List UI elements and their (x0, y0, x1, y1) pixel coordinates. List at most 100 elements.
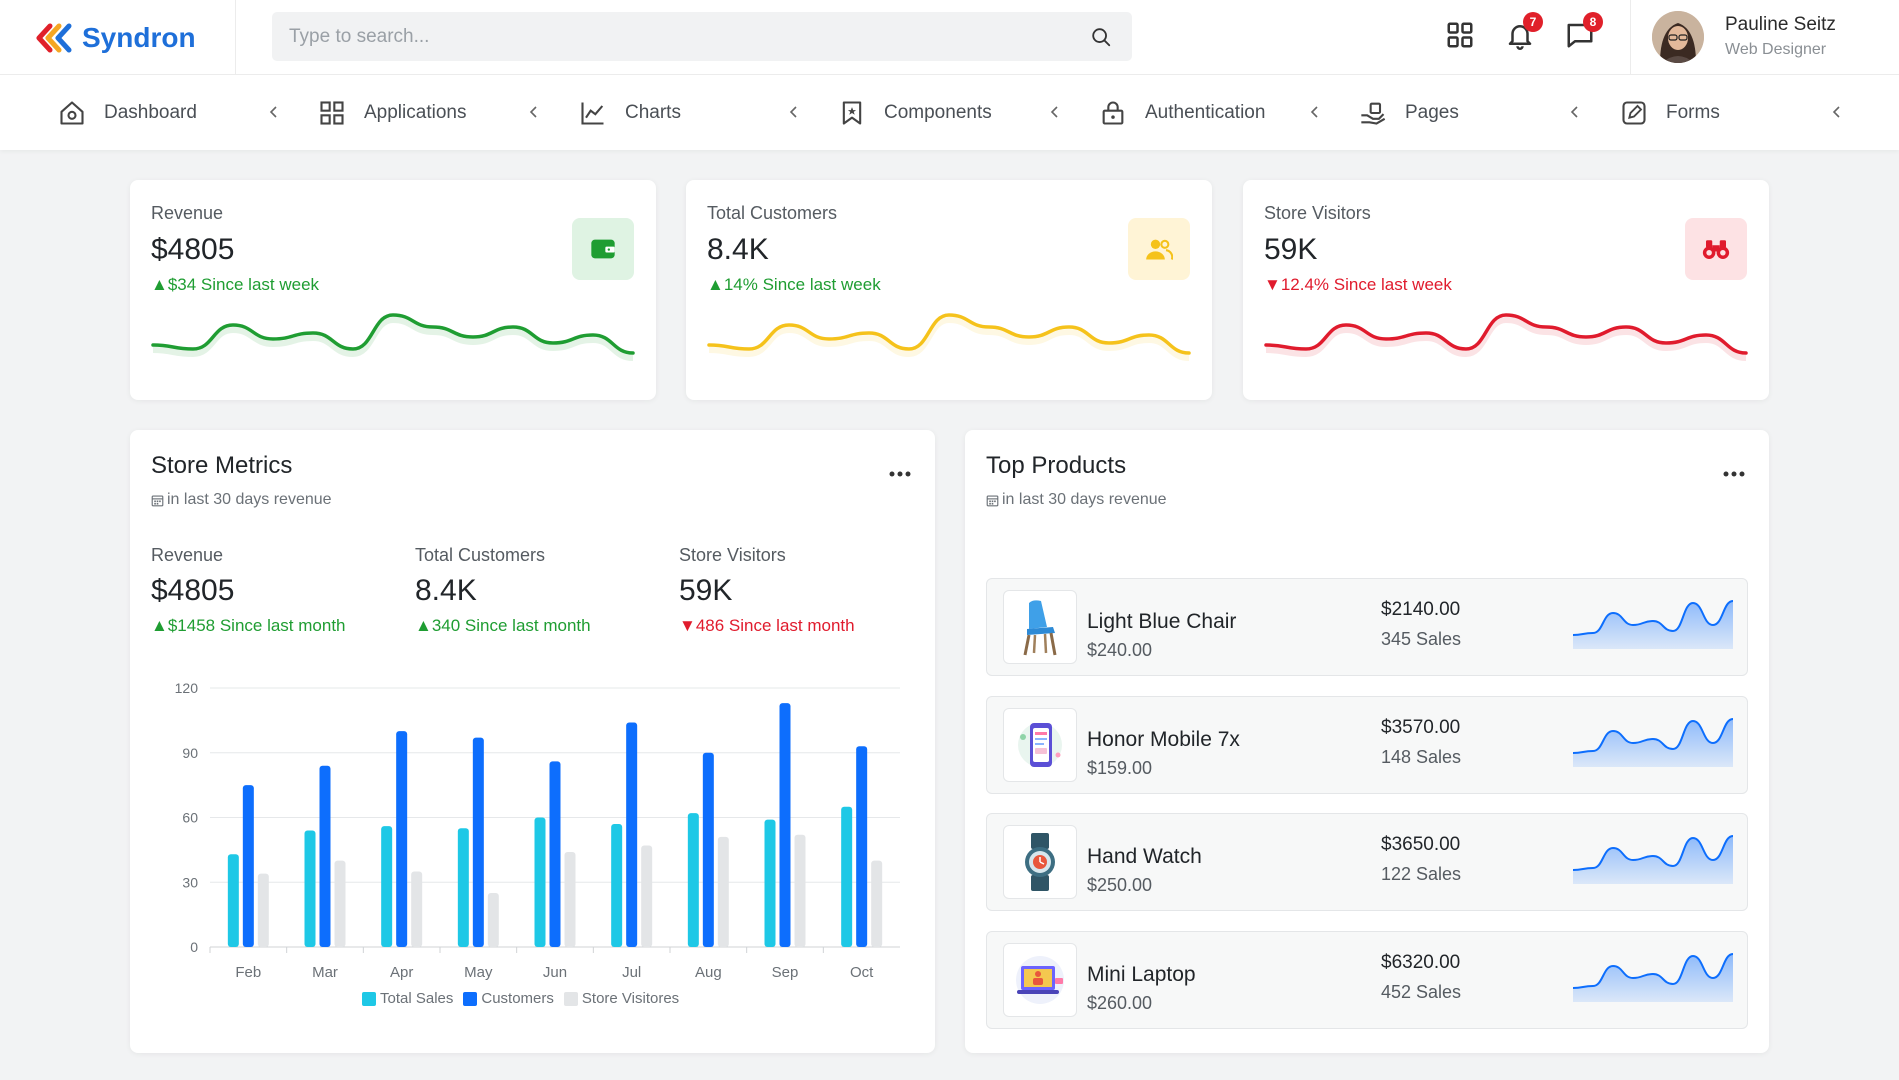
more-options-icon[interactable] (1723, 470, 1745, 478)
home-icon (60, 100, 84, 125)
bar-store-visitores[interactable] (411, 871, 423, 947)
hand-icon (1361, 102, 1386, 125)
more-options-icon[interactable] (889, 470, 911, 478)
bar-total-sales[interactable] (764, 819, 776, 947)
product-row[interactable]: Mini Laptop $260.00 $6320.00 452 Sales (986, 931, 1748, 1029)
bar-total-sales[interactable] (457, 828, 469, 947)
x-tick-label: Apr (390, 964, 413, 981)
user-role: Web Designer (1725, 41, 1827, 58)
nav-item-pages[interactable]: Pages (1359, 75, 1459, 150)
bar-total-sales[interactable] (611, 823, 623, 947)
bell-icon (1508, 25, 1532, 50)
messages-button[interactable]: 8 (1565, 12, 1603, 50)
chart-legend: Total Sales Customers Store Visitores (352, 990, 679, 1007)
chevron-left-icon[interactable] (526, 104, 542, 120)
nav-label: Dashboard (104, 101, 197, 123)
search-bar (272, 12, 1132, 61)
bar-customers[interactable] (242, 785, 254, 947)
bar-customers[interactable] (779, 703, 791, 947)
subtitle-text: in last 30 days revenue (167, 491, 332, 508)
x-tick-label: Jul (622, 964, 641, 981)
notifications-button[interactable]: 7 (1505, 12, 1543, 50)
bar-total-sales[interactable] (841, 806, 853, 947)
product-total: $6320.00 (1381, 952, 1461, 973)
stat-card-customers: Total Customers 8.4K ▲14% Since last wee… (686, 180, 1212, 400)
x-tick-label: Jun (543, 964, 567, 981)
bar-customers[interactable] (549, 761, 561, 947)
sparkline-shadow (1265, 316, 1747, 361)
legend-label[interactable]: Store Visitores (581, 990, 680, 1007)
stat-card-revenue: Revenue $4805 ▲$34 Since last week (130, 180, 656, 400)
chair-icon (1023, 600, 1057, 656)
brand-logo[interactable]: Syndron (36, 18, 196, 58)
top-products-card: Top Products in last 30 days revenue Lig… (965, 430, 1769, 1053)
bar-store-visitores[interactable] (717, 836, 729, 947)
search-input[interactable] (289, 12, 1069, 61)
bar-customers[interactable] (472, 737, 484, 947)
bar-store-visitores[interactable] (564, 852, 576, 947)
bar-total-sales[interactable] (534, 817, 546, 948)
bar-store-visitores[interactable] (487, 893, 499, 947)
nav-item-components[interactable]: Components (838, 75, 992, 150)
search-icon[interactable] (1090, 26, 1112, 48)
chevron-left-icon[interactable] (1307, 104, 1323, 120)
grid-icon (320, 100, 344, 125)
avatar[interactable] (1652, 11, 1704, 63)
product-thumbnail (1003, 825, 1077, 899)
calendar-icon (151, 494, 164, 506)
nav-item-dashboard[interactable]: Dashboard (58, 75, 197, 150)
bar-store-visitores[interactable] (794, 834, 806, 947)
triangle-up-icon: ▲ (151, 275, 168, 294)
nav-label: Authentication (1145, 101, 1266, 123)
product-row[interactable]: Honor Mobile 7x $159.00 $3570.00 148 Sal… (986, 696, 1748, 794)
legend-label[interactable]: Total Sales (380, 990, 454, 1007)
legend-swatch (362, 991, 376, 1006)
bar-total-sales[interactable] (687, 813, 699, 947)
chevron-left-icon[interactable] (1567, 104, 1583, 120)
line-chart-icon (581, 102, 604, 125)
bar-store-visitores[interactable] (257, 873, 269, 947)
user-name[interactable]: Pauline Seitz (1725, 14, 1836, 35)
panel-title: Top Products (986, 452, 1127, 479)
apps-button[interactable] (1445, 20, 1475, 50)
legend-label[interactable]: Customers (481, 990, 554, 1007)
bar-customers[interactable] (856, 746, 868, 947)
apps-grid-icon (1447, 22, 1473, 48)
metric-value: 8.4K (415, 574, 477, 607)
bar-store-visitores[interactable] (871, 860, 883, 947)
triangle-down-icon: ▼ (1264, 275, 1281, 294)
product-name: Honor Mobile 7x (1087, 728, 1240, 751)
chevron-left-icon[interactable] (266, 104, 282, 120)
chevron-left-icon[interactable] (786, 104, 802, 120)
main-nav: Dashboard Applications Charts Components… (0, 75, 1899, 150)
chevron-left-icon[interactable] (1829, 104, 1845, 120)
sparkline-area (1573, 719, 1733, 767)
bar-customers[interactable] (319, 765, 331, 947)
nav-item-authentication[interactable]: Authentication (1099, 75, 1265, 150)
bar-total-sales[interactable] (227, 854, 239, 947)
metric-trend-text: 340 Since last month (431, 616, 591, 635)
nav-item-forms[interactable]: Forms (1620, 75, 1720, 150)
product-row[interactable]: Hand Watch $250.00 $3650.00 122 Sales (986, 813, 1748, 911)
bar-customers[interactable] (396, 731, 408, 947)
metric-trend: ▲340 Since last month (415, 616, 591, 636)
bar-total-sales[interactable] (304, 830, 316, 947)
metric-value: 59K (679, 574, 733, 607)
stat-value: 59K (1264, 233, 1318, 266)
bar-customers[interactable] (702, 752, 714, 947)
product-row[interactable]: Light Blue Chair $240.00 $2140.00 345 Sa… (986, 578, 1748, 676)
bar-total-sales[interactable] (381, 826, 393, 947)
product-sales: 122 Sales (1381, 864, 1462, 884)
nav-item-charts[interactable]: Charts (579, 75, 681, 150)
edit-icon (1622, 100, 1646, 125)
product-price: $260.00 (1087, 993, 1153, 1013)
bar-store-visitores[interactable] (641, 845, 653, 947)
metric-trend-text: 486 Since last month (695, 616, 855, 635)
nav-item-applications[interactable]: Applications (318, 75, 466, 150)
bar-customers[interactable] (626, 722, 638, 947)
stat-trend: ▼12.4% Since last week (1264, 275, 1452, 295)
bar-store-visitores[interactable] (334, 860, 346, 947)
chevron-left-icon[interactable] (1047, 104, 1063, 120)
stat-value: 8.4K (707, 233, 769, 266)
panel-title: Store Metrics (151, 452, 293, 479)
